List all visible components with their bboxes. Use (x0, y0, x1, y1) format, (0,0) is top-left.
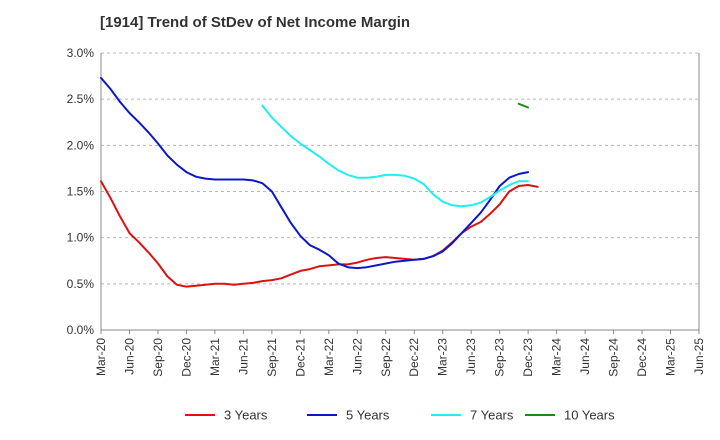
legend-label-5-years: 5 Years (346, 408, 390, 423)
legend-label-3-years: 3 Years (224, 408, 268, 423)
x-tick-label: Jun-24 (578, 338, 592, 375)
axes: 0.0% 0.5% 1.0% 1.5% 2.0% 2.5% 3.0% Mar-20 Jun-20… (67, 46, 706, 377)
series-lines (100, 76, 539, 288)
series-line-5-years (100, 76, 530, 270)
chart-title: [1914] Trend of StDev of Net Income Marg… (100, 14, 411, 31)
y-tick-label: 0.5% (67, 277, 95, 291)
x-tick-label: Jun-22 (350, 338, 364, 375)
x-tick-label: Mar-24 (550, 338, 564, 376)
y-tick-label: 2.5% (67, 92, 95, 106)
x-tick-label: Sep-20 (151, 338, 165, 377)
grid-lines (101, 52, 699, 285)
x-tick-label: Sep-22 (379, 338, 393, 377)
x-tick-label: Jun-20 (122, 338, 136, 375)
y-tick-label: 0.0% (67, 323, 95, 337)
legend: 3 Years 5 Years 7 Years 10 Years (185, 408, 615, 423)
x-tick-label: Mar-22 (322, 338, 336, 376)
x-tick-label: Sep-23 (493, 338, 507, 377)
y-tick-label: 3.0% (67, 46, 95, 60)
x-tick-label: Dec-23 (521, 338, 535, 377)
x-tick-label: Jun-25 (692, 338, 706, 375)
series-line-10-years (517, 102, 530, 109)
x-tick-label: Jun-21 (236, 338, 250, 375)
x-tick-label: Dec-21 (293, 338, 307, 377)
x-tick-label: Mar-21 (208, 338, 222, 376)
legend-label-10-years: 10 Years (564, 408, 615, 423)
series-line-7-years (261, 104, 530, 208)
series-line-3-years (100, 180, 539, 288)
y-tick-label: 2.0% (67, 138, 95, 152)
x-tick-label: Dec-22 (407, 338, 421, 377)
x-tick-label: Dec-20 (179, 338, 193, 377)
x-tick-label: Mar-23 (436, 338, 450, 376)
x-tick-label: Sep-21 (265, 338, 279, 377)
x-tick-label: Sep-24 (607, 338, 621, 377)
x-tick-label: Jun-23 (464, 338, 478, 375)
x-tick-label: Dec-24 (635, 338, 649, 377)
legend-label-7-years: 7 Years (470, 408, 514, 423)
y-tick-label: 1.0% (67, 231, 95, 245)
x-tick-label: Mar-20 (94, 338, 108, 376)
y-tick-label: 1.5% (67, 185, 95, 199)
x-tick-label: Mar-25 (664, 338, 678, 376)
